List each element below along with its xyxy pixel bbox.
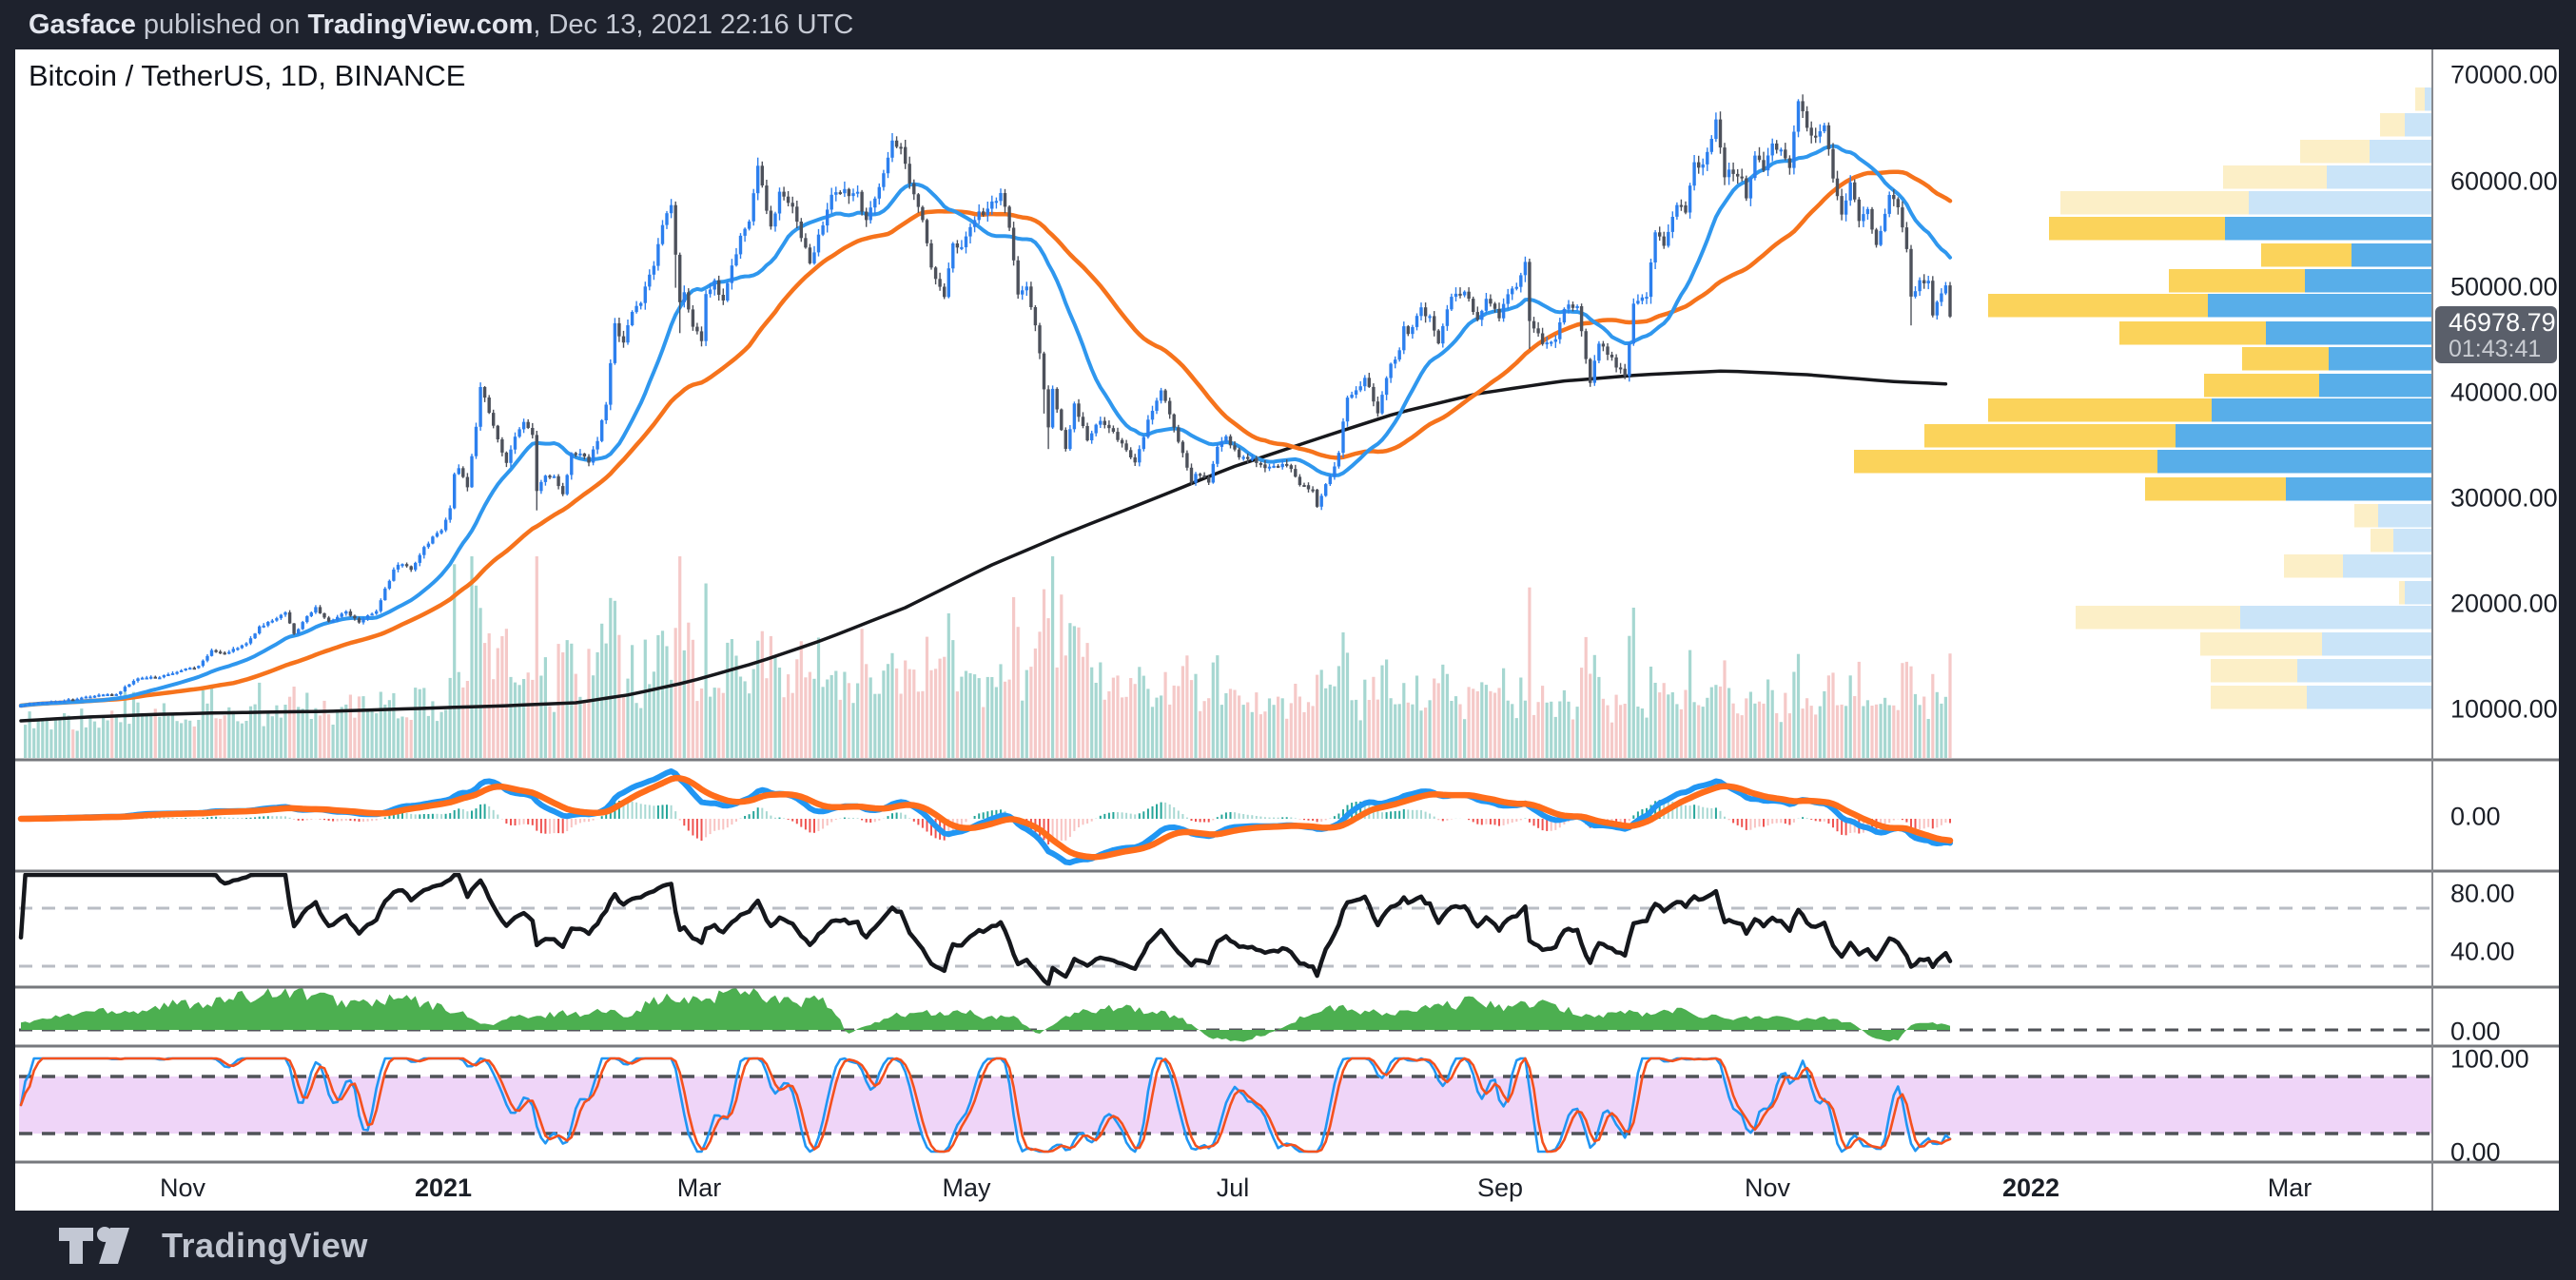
rsi-panel [18, 873, 2432, 986]
time-tick-label: May [942, 1173, 991, 1202]
price-tick-label: 70000.00 [2450, 60, 2558, 89]
price-tick-label: 40000.00 [2450, 378, 2558, 407]
tradingview-brand-text[interactable]: TradingView [162, 1225, 368, 1265]
volume-series [24, 556, 1952, 758]
price-tick-label: 10000.00 [2450, 694, 2558, 724]
author-name: Gasface [29, 9, 136, 40]
site-name: TradingView.com [307, 9, 534, 40]
indicator-tick-label: 0.00 [2450, 1017, 2501, 1046]
macd-panel [17, 768, 1954, 866]
moving-averages [18, 144, 1953, 723]
publish-timestamp: Dec 13, 2021 22:16 UTC [548, 9, 854, 40]
indicator-tick-label: 100.00 [2450, 1044, 2529, 1074]
time-tick-label: Sep [1476, 1173, 1524, 1202]
separator-text: , [533, 9, 549, 40]
time-tick-label: 2022 [2001, 1173, 2060, 1202]
price-tick-label: 60000.00 [2450, 166, 2558, 196]
last-price-badge: 46978.79 01:43:41 [2435, 306, 2557, 363]
panel-separators [15, 49, 2559, 1211]
candlestick-series [19, 94, 1952, 708]
time-tick-label: Nov [1744, 1173, 1791, 1202]
bar-countdown: 01:43:41 [2449, 335, 2542, 362]
indicator-tick-label: 40.00 [2450, 937, 2515, 966]
time-tick-label: Mar [676, 1173, 722, 1202]
indicator-tick-label: 0.00 [2450, 1137, 2501, 1167]
volume-profile [1854, 87, 2431, 709]
time-tick-label: Nov [159, 1173, 206, 1202]
symbol-title[interactable]: Bitcoin / TetherUS, 1D, BINANCE [29, 59, 466, 92]
footer-bar: TradingView [0, 1211, 2576, 1280]
price-tick-label: 50000.00 [2450, 272, 2558, 301]
time-tick-label: Mar [2267, 1173, 2313, 1202]
time-tick-label: 2021 [414, 1173, 473, 1202]
indicator-tick-label: 80.00 [2450, 879, 2515, 908]
published-text: published on [135, 9, 308, 40]
attribution-bar: Gasface published on TradingView.com, De… [29, 0, 853, 49]
price-axis[interactable]: 70000.00 60000.00 50000.00 40000.00 30000.00… [2433, 49, 2559, 1211]
last-price-value: 46978.79 [2449, 307, 2556, 337]
price-tick-label: 20000.00 [2450, 589, 2558, 618]
price-tick-label: 30000.00 [2450, 483, 2558, 513]
stochastic-panel [19, 1057, 2432, 1154]
tradingview-logo-icon[interactable] [57, 1222, 148, 1270]
time-tick-label: Jul [1216, 1173, 1250, 1202]
green-oscillator-panel [19, 988, 2432, 1042]
indicator-tick-label: 0.00 [2450, 802, 2501, 831]
